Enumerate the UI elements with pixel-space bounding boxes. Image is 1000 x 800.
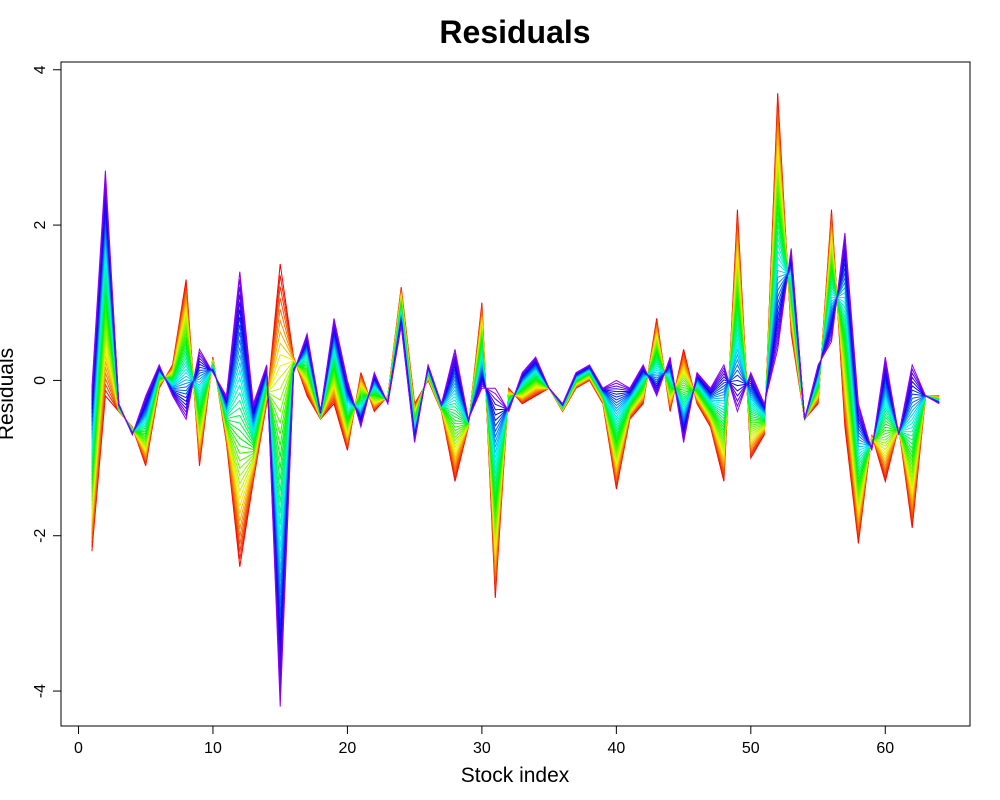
series-line-4	[91, 112, 940, 582]
series-line-15	[91, 185, 940, 523]
x-tick-label: 10	[204, 740, 222, 757]
series-line-12	[91, 165, 940, 539]
series-line-32	[91, 216, 940, 616]
series-line-5	[91, 119, 940, 577]
series-line-40	[91, 170, 940, 707]
x-tick-label: 20	[339, 740, 357, 757]
x-tick-label: 60	[876, 740, 894, 757]
series-line-2	[91, 99, 940, 593]
series-line-34	[91, 205, 940, 639]
series-line-21	[91, 224, 940, 491]
series-line-6	[91, 125, 940, 572]
series-line-13	[91, 171, 940, 534]
series-line-23	[91, 237, 940, 514]
series-line-3	[91, 106, 940, 588]
series-line-10	[91, 152, 940, 550]
y-tick-label: 0	[32, 376, 49, 385]
chart-title: Residuals	[439, 14, 590, 50]
series-line-18	[91, 204, 940, 507]
series-line-14	[91, 178, 940, 529]
series-line-7	[91, 132, 940, 566]
series-line-22	[91, 230, 940, 503]
series-line-31	[91, 222, 940, 605]
series-line-8	[91, 139, 940, 561]
x-tick-label: 40	[607, 740, 625, 757]
series-line-9	[91, 145, 940, 555]
y-axis: -4 -2 0 2 4	[32, 65, 62, 698]
x-axis: 0 10 20 30 40 50 60	[74, 725, 894, 757]
y-axis-label: Residuals	[0, 348, 18, 440]
y-tick-label: -2	[32, 529, 49, 543]
y-tick-label: 4	[32, 65, 49, 74]
series-line-11	[91, 158, 940, 545]
x-tick-label: 30	[473, 740, 491, 757]
series-line-39	[91, 176, 940, 696]
series-line-36	[91, 193, 940, 662]
series-line-19	[91, 211, 940, 502]
series-line-35	[91, 199, 940, 650]
x-tick-label: 0	[74, 740, 83, 757]
series-line-20	[91, 217, 940, 496]
series-layer	[91, 93, 940, 707]
series-line-37	[91, 187, 940, 673]
series-line-16	[91, 191, 940, 518]
series-line-38	[91, 182, 940, 684]
y-tick-label: -4	[32, 684, 49, 698]
series-line-1	[91, 93, 940, 598]
x-tick-label: 50	[742, 740, 760, 757]
x-axis-label: Stock index	[461, 764, 570, 787]
series-line-33	[91, 211, 940, 628]
series-line-17	[91, 198, 940, 512]
y-tick-label: 2	[32, 221, 49, 230]
